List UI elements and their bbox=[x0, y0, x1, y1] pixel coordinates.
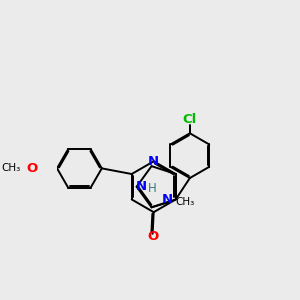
Text: O: O bbox=[147, 230, 158, 243]
Text: N: N bbox=[162, 193, 173, 206]
Text: H: H bbox=[148, 182, 157, 195]
Text: N: N bbox=[148, 155, 159, 168]
Text: N: N bbox=[136, 180, 147, 193]
Text: Cl: Cl bbox=[183, 113, 197, 126]
Text: CH₃: CH₃ bbox=[2, 164, 21, 173]
Text: CH₃: CH₃ bbox=[176, 197, 195, 207]
Text: O: O bbox=[27, 162, 38, 175]
